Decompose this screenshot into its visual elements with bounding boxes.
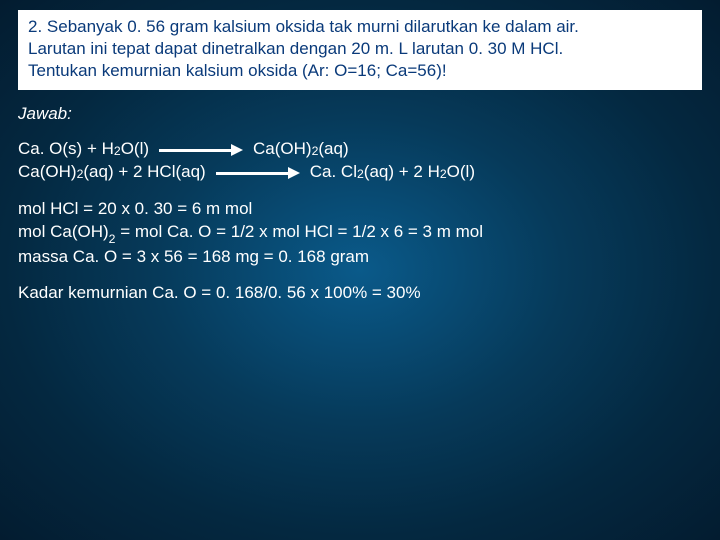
eq1-lhs-b: O(l) [121, 138, 149, 161]
eq2-lhs-b: (aq) + 2 HCl(aq) [83, 161, 205, 184]
equation-2: Ca(OH)2(aq) + 2 HCl(aq) Ca. Cl2(aq) + 2 … [18, 161, 702, 184]
calc-line-1: mol HCl = 20 x 0. 30 = 6 m mol [18, 198, 702, 221]
eq1-rhs-a: Ca(OH) [253, 138, 312, 161]
eq1-sub2: 2 [312, 143, 319, 160]
eq2-lhs-a: Ca(OH) [18, 161, 77, 184]
question-box: 2. Sebanyak 0. 56 gram kalsium oksida ta… [18, 10, 702, 90]
arrow-icon [216, 168, 300, 178]
calc-l2-a: mol Ca(OH) [18, 222, 109, 241]
arrow-icon [159, 145, 243, 155]
calc-l2-b: = mol Ca. O = 1/2 x mol HCl = 1/2 x 6 = … [115, 222, 483, 241]
calculations: mol HCl = 20 x 0. 30 = 6 m mol mol Ca(OH… [18, 198, 702, 269]
eq2-sub1: 2 [77, 166, 84, 183]
equations: Ca. O(s) + H2O(l) Ca(OH)2(aq) Ca(OH)2(aq… [18, 138, 702, 184]
eq2-sub3: 2 [440, 166, 447, 183]
eq1-lhs-a: Ca. O(s) + H [18, 138, 114, 161]
result: Kadar kemurnian Ca. O = 0. 168/0. 56 x 1… [18, 283, 702, 303]
slide: 2. Sebanyak 0. 56 gram kalsium oksida ta… [0, 0, 720, 540]
calc-line-2: mol Ca(OH)2 = mol Ca. O = 1/2 x mol HCl … [18, 221, 702, 246]
question-line-3: Tentukan kemurnian kalsium oksida (Ar: O… [28, 61, 447, 80]
eq1-sub1: 2 [114, 143, 121, 160]
eq2-rhs-a: Ca. Cl [310, 161, 357, 184]
answer-label: Jawab: [18, 104, 702, 124]
eq2-rhs-b: (aq) + 2 H [364, 161, 440, 184]
question-line-1: 2. Sebanyak 0. 56 gram kalsium oksida ta… [28, 17, 579, 36]
question-line-2: Larutan ini tepat dapat dinetralkan deng… [28, 39, 563, 58]
equation-1: Ca. O(s) + H2O(l) Ca(OH)2(aq) [18, 138, 702, 161]
calc-line-3: massa Ca. O = 3 x 56 = 168 mg = 0. 168 g… [18, 246, 702, 269]
calc-l2-sub: 2 [109, 232, 116, 246]
eq2-sub2: 2 [357, 166, 364, 183]
eq2-rhs-c: O(l) [447, 161, 475, 184]
eq1-rhs-b: (aq) [318, 138, 348, 161]
question-text: 2. Sebanyak 0. 56 gram kalsium oksida ta… [28, 16, 692, 82]
